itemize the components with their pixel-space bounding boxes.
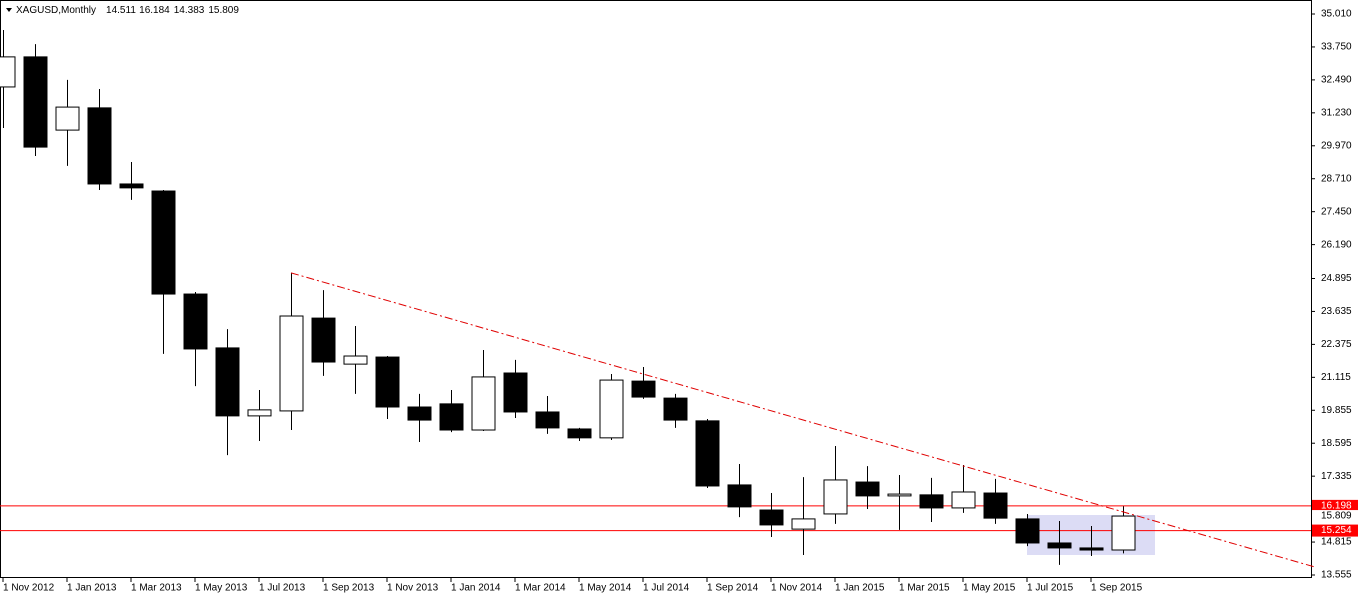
y-tick-label: 21.115 (1321, 372, 1351, 383)
y-tick-label: 27.450 (1321, 206, 1352, 217)
level-label-bg (1312, 499, 1358, 512)
candle-body (407, 406, 432, 421)
candle-body (887, 493, 912, 497)
candle-body (183, 293, 208, 350)
candle-body (439, 403, 464, 431)
header-close: 15.809 (208, 5, 239, 16)
candle-body (215, 347, 240, 417)
level-label-bg (1312, 524, 1358, 537)
y-tick-label: 31.230 (1321, 107, 1352, 118)
x-tick-label: 1 Mar 2015 (899, 583, 950, 594)
header-open: 14.511 (106, 5, 136, 16)
x-tick-label: 1 Sep 2014 (707, 583, 759, 594)
header-low: 14.383 (174, 5, 205, 16)
candle-body (247, 409, 272, 417)
x-tick-label: 1 Sep 2015 (1091, 583, 1143, 594)
y-tick-label: 35.010 (1321, 9, 1352, 20)
candle-body (87, 107, 112, 185)
candle-body (471, 376, 496, 431)
level-label: 15.254 (1321, 525, 1352, 536)
candle-body (695, 420, 720, 487)
candle-body (503, 372, 528, 413)
price-label: 15.809 (1321, 511, 1352, 522)
x-tick-label: 1 May 2015 (963, 583, 1016, 594)
candle-body (727, 484, 752, 508)
y-tick-label: 19.855 (1321, 405, 1352, 416)
candle-body (535, 411, 560, 429)
candle-body (55, 106, 80, 131)
x-tick-label: 1 Mar 2014 (515, 583, 566, 594)
candle-body (1015, 518, 1040, 544)
candle-body (919, 494, 944, 509)
x-tick-label: 1 Jul 2013 (259, 583, 306, 594)
candle-body (663, 397, 688, 421)
x-tick-label: 1 Nov 2012 (3, 583, 55, 594)
y-tick-label: 17.335 (1321, 471, 1352, 482)
y-tick-label: 24.895 (1321, 273, 1352, 284)
y-tick-label: 26.190 (1321, 239, 1352, 250)
plot-frame (0, 0, 1312, 578)
candle-body (951, 491, 976, 509)
x-tick-label: 1 Mar 2013 (131, 583, 182, 594)
y-tick-label: 33.750 (1321, 42, 1352, 53)
candle-body (279, 315, 304, 412)
candle-body (631, 380, 656, 398)
candle-body (119, 183, 144, 189)
candle-body (823, 479, 848, 515)
x-tick-label: 1 May 2013 (195, 583, 248, 594)
candle-body (983, 492, 1008, 519)
y-tick-label: 22.375 (1321, 339, 1352, 350)
candle-body (1111, 515, 1136, 551)
y-tick-label: 32.490 (1321, 75, 1352, 86)
x-tick-label: 1 Jan 2013 (67, 583, 117, 594)
x-tick-label: 1 May 2014 (579, 583, 632, 594)
y-tick-label: 14.815 (1321, 537, 1352, 548)
x-tick-label: 1 Jul 2015 (1027, 583, 1074, 594)
candle-body (151, 190, 176, 295)
candle-body (1047, 542, 1072, 549)
chart-header: XAGUSD,Monthly 14.511 16.184 14.383 15.809 (16, 5, 239, 16)
candle-body (567, 428, 592, 439)
y-tick-label: 28.710 (1321, 173, 1352, 184)
candle-body (1079, 547, 1104, 551)
y-tick-label: 29.970 (1321, 140, 1352, 151)
y-tick-label: 18.595 (1321, 438, 1352, 449)
candle-body (855, 481, 880, 497)
x-tick-label: 1 Jul 2014 (643, 583, 690, 594)
level-label: 16.198 (1321, 501, 1352, 512)
symbol: XAGUSD,Monthly (16, 5, 96, 16)
candle-body (375, 356, 400, 408)
x-tick-label: 1 Jan 2015 (835, 583, 885, 594)
candle-body (23, 56, 48, 148)
menu-arrow (6, 8, 12, 12)
candle-body (343, 355, 368, 365)
y-tick-label: 23.635 (1321, 306, 1352, 317)
candle-body (599, 379, 624, 439)
y-tick-label: 13.555 (1321, 570, 1352, 581)
x-tick-label: 1 Nov 2013 (387, 583, 439, 594)
trendline (290, 272, 1316, 568)
header-high: 16.184 (139, 5, 170, 16)
price-label-bg (1312, 510, 1358, 523)
candle-body (0, 56, 16, 88)
x-tick-label: 1 Jan 2014 (451, 583, 501, 594)
x-tick-label: 1 Sep 2013 (323, 583, 375, 594)
candle-body (759, 509, 784, 526)
candle-body (311, 317, 336, 363)
x-tick-label: 1 Nov 2014 (771, 583, 823, 594)
candle-body (791, 518, 816, 530)
